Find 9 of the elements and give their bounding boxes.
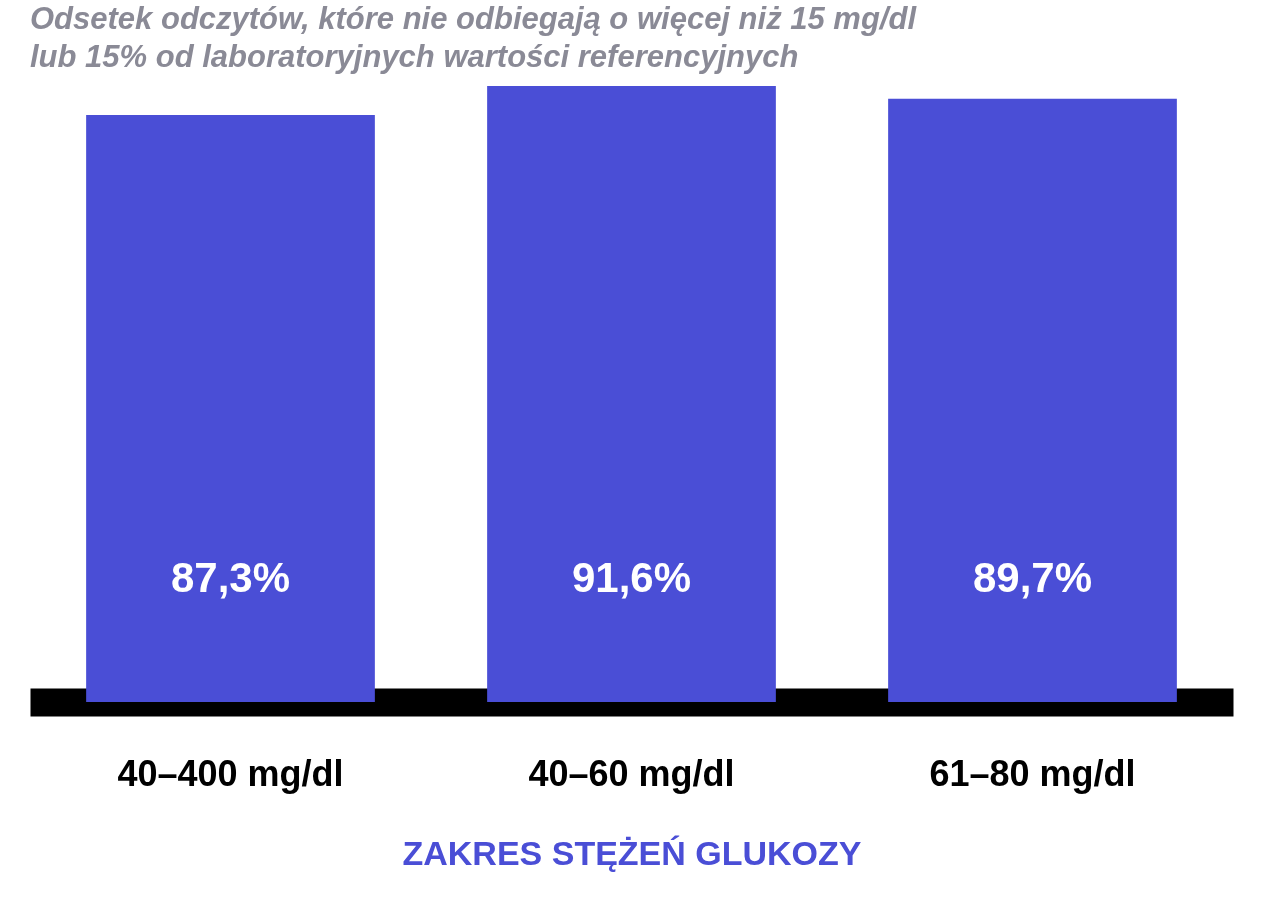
x-tick-label: 40–400 mg/dl bbox=[117, 752, 344, 794]
text: Odsetek odczytów, które nie odbiegają o więcej niż 15 mg/dl bbox=[30, 1, 917, 36]
x-axis-title: ZAKRES STĘŻEŃ GLUKOZY bbox=[402, 833, 862, 872]
x-tick-label: 61–80 mg/dl bbox=[929, 752, 1136, 794]
data-label: 89,7% bbox=[972, 554, 1093, 601]
data-label: 91,6% bbox=[571, 554, 692, 601]
text: lub 15% od laboratoryjnych wartości referencyjnych bbox=[30, 39, 799, 74]
data-label: 87,3% bbox=[170, 554, 291, 601]
x-tick-label: 40–60 mg/dl bbox=[528, 752, 735, 794]
